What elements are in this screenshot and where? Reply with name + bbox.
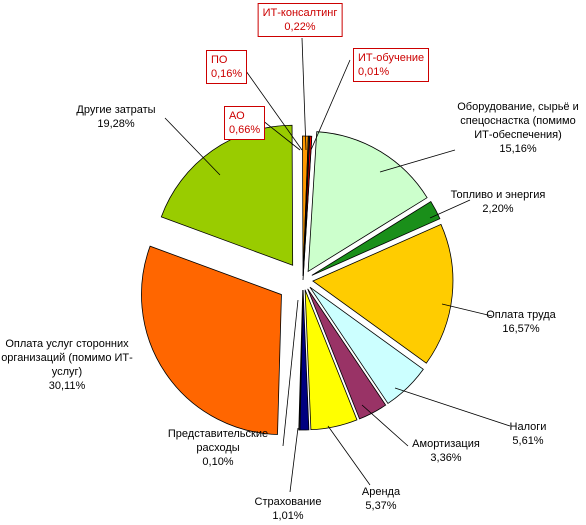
leader-line-it-consulting <box>301 37 307 151</box>
leader-line-it-training <box>310 59 351 151</box>
pie-slice-salary <box>312 223 454 364</box>
leader-line-equipment <box>379 149 456 173</box>
pie-slice-fuel-energy <box>311 201 441 276</box>
leader-line-depreciation <box>361 404 409 447</box>
label-representation-expenses: Представительские расходы 0,10% <box>167 428 269 468</box>
leader-line-fuel-energy <box>429 199 471 219</box>
leader-line-representation-expenses <box>282 299 299 447</box>
label-ao: АО 0,66% <box>224 106 266 140</box>
leader-line-salary <box>441 303 493 317</box>
label-software: ПО 0,16% <box>206 50 248 84</box>
label-depreciation: Амортизация 3,36% <box>412 438 480 464</box>
leader-line-rent <box>327 425 371 486</box>
pie-slice-taxes <box>309 286 424 405</box>
label-it-training: ИТ-обучение 0,01% <box>353 48 430 82</box>
pie-slice-rent <box>304 289 358 431</box>
leader-line-software <box>240 63 303 151</box>
label-salary: Оплата труда 16,57% <box>486 309 556 335</box>
label-other-costs: Другие затраты 19,28% <box>76 104 156 130</box>
leader-line-taxes <box>394 387 511 427</box>
label-rent: Аренда 5,37% <box>361 486 401 512</box>
label-equipment: Оборудование, сырьё и спецоснастка (помим… <box>457 101 579 155</box>
pie-slice-it-consulting <box>302 135 313 277</box>
label-fuel-energy: Топливо и энергия 2,20% <box>450 189 546 215</box>
pie-slice-other-costs <box>160 124 294 266</box>
pie-slice-third-party-services <box>141 245 282 435</box>
leader-line-insurance <box>289 427 299 493</box>
pie-slice-depreciation <box>307 288 387 420</box>
leader-line-ao <box>261 119 301 151</box>
label-it-consulting: ИТ-консалтинг 0,22% <box>257 3 343 37</box>
leader-line-other-costs <box>164 117 221 176</box>
label-taxes: Налоги 5,61% <box>509 421 547 447</box>
pie-slice-representation-expenses <box>298 289 304 431</box>
label-third-party-services: Оплата услуг сторонних организаций (помим… <box>1 338 133 392</box>
label-insurance: Страхование 1,01% <box>254 496 322 522</box>
